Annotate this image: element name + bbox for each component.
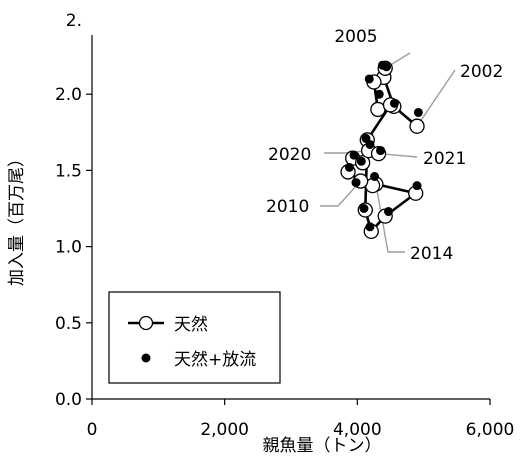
legend-box <box>108 291 281 384</box>
legend-open-circle-marker <box>138 315 154 331</box>
annotation-label-2020: 2020 <box>268 145 311 165</box>
y-tick-label: 1.5 <box>55 161 82 181</box>
axis-ticks: 0.00.51.01.52.02.0 2,000 4,000 6,000 <box>55 11 514 440</box>
legend-label-natural: 天然 <box>174 315 208 335</box>
data-point-natural <box>370 101 386 118</box>
annotation-leader-2010 <box>320 180 362 207</box>
data-point-natural-plus-stocked <box>374 89 384 99</box>
annotation-label-2010: 2010 <box>266 197 309 217</box>
annotation-label-2005: 2005 <box>334 27 377 47</box>
y-tick-label: 1.0 <box>55 238 82 258</box>
y-tick-label: 2.0 <box>55 85 82 105</box>
annotation-leader-2002 <box>416 69 456 127</box>
legend-filled-dot-marker <box>141 353 151 363</box>
y-axis-title: 加入量（百万尾） <box>7 150 27 286</box>
data-point-natural-plus-stocked <box>365 139 375 149</box>
data-point-natural-plus-stocked <box>384 207 394 217</box>
y-tick-label: 0.5 <box>55 314 82 334</box>
data-point-natural-plus-stocked <box>389 98 399 108</box>
data-point-natural-plus-stocked <box>370 171 380 181</box>
annotation-label-2021: 2021 <box>423 149 466 169</box>
y-tick-label: 0.0 <box>55 390 82 410</box>
data-point-natural-plus-stocked <box>364 74 374 84</box>
annotation-leaders: 2005 2002 2020 2021 2010 2014 <box>266 27 503 264</box>
annotation-leader-2020 <box>324 149 369 154</box>
x-tick-label: 2,000 <box>200 420 249 440</box>
series-markers <box>340 60 425 240</box>
data-point-natural-plus-stocked <box>412 181 422 191</box>
data-point-natural-plus-stocked <box>344 162 354 172</box>
data-point-natural <box>409 118 425 134</box>
data-point-natural-plus-stocked <box>413 107 423 117</box>
legend: 天然 天然+放流 <box>108 291 281 384</box>
x-tick-label: 0 <box>87 420 98 440</box>
x-tick-label: 4,000 <box>333 420 382 440</box>
data-point-natural-plus-stocked <box>351 178 361 188</box>
data-point-natural-plus-stocked <box>378 60 388 70</box>
data-point-natural-plus-stocked <box>349 150 359 160</box>
data-point-natural-plus-stocked <box>376 146 386 156</box>
legend-label-natural-plus-stocked: 天然+放流 <box>174 350 256 370</box>
data-point-natural-plus-stocked <box>356 156 366 166</box>
x-tick-label: 6,000 <box>466 420 515 440</box>
annotation-leader-2014 <box>375 183 405 253</box>
data-point-natural-plus-stocked <box>365 222 375 232</box>
annotation-label-2014: 2014 <box>410 244 453 264</box>
x-axis-title: 親魚量（トン） <box>263 436 382 456</box>
data-point-natural-plus-stocked <box>359 204 369 213</box>
y-top-tick-label: 2. <box>66 11 82 31</box>
annotation-label-2002: 2002 <box>460 62 503 82</box>
